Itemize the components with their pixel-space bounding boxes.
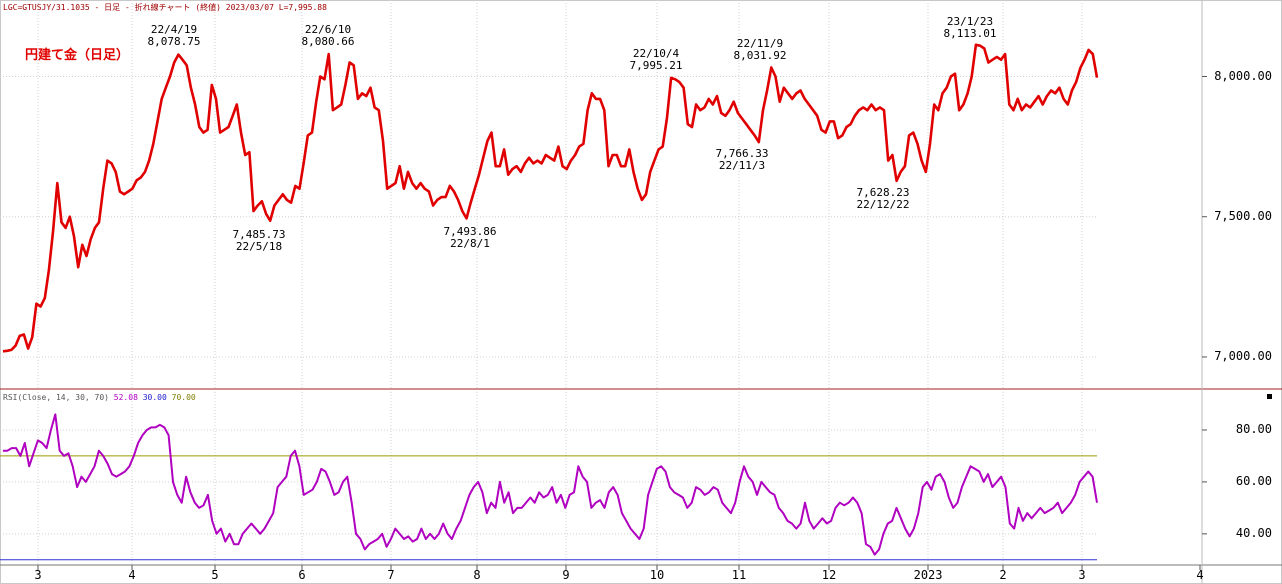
- xtick-label: 4: [128, 568, 136, 582]
- rsi-label: RSI(Close, 14, 30, 70): [3, 393, 109, 402]
- price-annotation: 7,628.23 22/12/22: [857, 187, 910, 211]
- xtick-label: 2023: [913, 568, 943, 582]
- price-annotation: 23/1/23 8,113.01: [944, 16, 997, 40]
- xtick-label: 3: [1078, 568, 1086, 582]
- price-annotation: 22/11/9 8,031.92: [734, 38, 787, 62]
- xtick-label: 7: [387, 568, 395, 582]
- annotation-line2: 22/11/3: [718, 159, 766, 172]
- xtick-label: 5: [211, 568, 219, 582]
- price-annotation: 22/6/10 8,080.66: [302, 24, 355, 48]
- xtick-label: 10: [649, 568, 665, 582]
- price-annotation: 7,485.73 22/5/18: [233, 229, 286, 253]
- xtick-label: 11: [731, 568, 747, 582]
- annotation-line1: 22/6/10: [304, 23, 352, 36]
- ytick-label: 40.00: [1235, 525, 1272, 540]
- symbol-header: LGC=GTUSJY/31.1035 - 日足 - 折れ線チャート (終値) 2…: [3, 3, 327, 12]
- annotation-line2: 7,995.21: [629, 59, 683, 72]
- rsi-line: [3, 413, 1098, 556]
- rsi-lower-band-value: 30.00: [142, 393, 167, 402]
- ytick-label: 8,000.00: [1214, 68, 1272, 83]
- price-annotation: 7,493.86 22/8/1: [444, 226, 497, 250]
- xtick-label: 9: [562, 568, 570, 582]
- xtick-label: 4: [1196, 568, 1204, 582]
- annotation-line1: 23/1/23: [946, 15, 994, 28]
- ytick-label: 7,500.00: [1214, 208, 1272, 223]
- annotation-line2: 8,078.75: [147, 35, 201, 48]
- ytick-label: 80.00: [1235, 421, 1272, 436]
- rsi-header: RSI(Close, 14, 30, 70) 52.08 30.00 70.00: [3, 393, 196, 402]
- annotation-line1: 22/4/19: [150, 23, 198, 36]
- price-annotation: 22/4/19 8,078.75: [148, 24, 201, 48]
- annotation-line2: 22/8/1: [450, 237, 490, 250]
- price-annotation: 22/10/4 7,995.21: [630, 48, 683, 72]
- xtick-label: 8: [473, 568, 481, 582]
- annotation-line1: 7,493.86: [443, 225, 497, 238]
- chart-title: 円建て金（日足）: [25, 48, 130, 63]
- rsi-upper-band-value: 70.00: [171, 393, 196, 402]
- annotation-line2: 8,031.92: [733, 49, 787, 62]
- price-annotation: 7,766.33 22/11/3: [716, 148, 769, 172]
- xtick-label: 3: [34, 568, 42, 582]
- price-line: [2, 43, 1099, 353]
- annotation-line1: 7,628.23: [856, 186, 910, 199]
- xtick-label: 6: [298, 568, 306, 582]
- annotation-line2: 22/5/18: [235, 240, 283, 253]
- xtick-label: 2: [999, 568, 1007, 582]
- rsi-current-value: 52.08: [113, 393, 138, 402]
- annotation-line1: 7,766.33: [715, 147, 769, 160]
- annotation-line1: 7,485.73: [232, 228, 286, 241]
- ytick-label: 60.00: [1235, 473, 1272, 488]
- panel-marker: [1267, 394, 1272, 399]
- annotation-line2: 22/12/22: [856, 198, 910, 211]
- annotation-line1: 22/10/4: [632, 47, 680, 60]
- xtick-label: 12: [821, 568, 837, 582]
- annotation-line2: 8,080.66: [301, 35, 355, 48]
- annotation-line2: 8,113.01: [943, 27, 997, 40]
- ytick-label: 7,000.00: [1214, 348, 1272, 363]
- annotation-line1: 22/11/9: [736, 37, 784, 50]
